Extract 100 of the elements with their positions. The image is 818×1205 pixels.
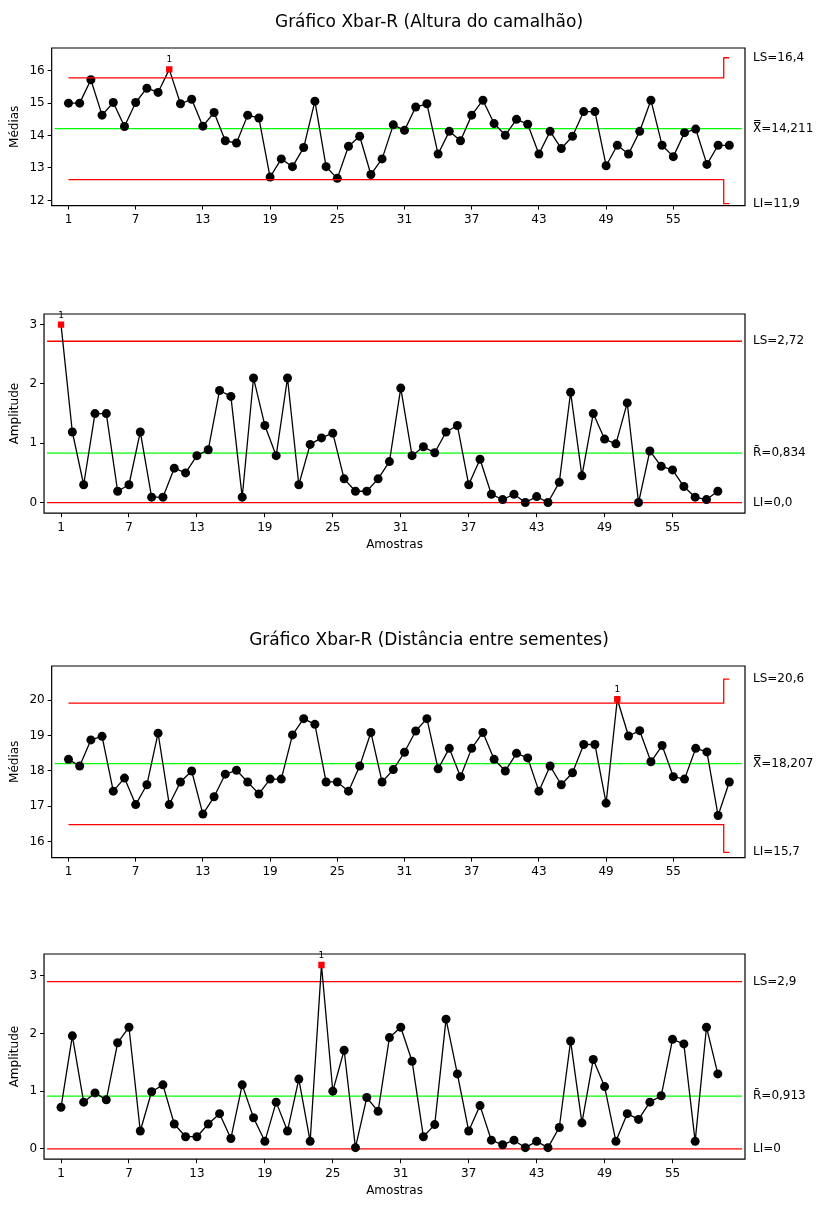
point [433, 764, 443, 774]
point [554, 477, 564, 487]
point [713, 140, 723, 150]
point [679, 1039, 689, 1049]
point [254, 113, 264, 123]
point [276, 154, 286, 164]
point [452, 1069, 462, 1079]
point [486, 489, 496, 499]
y-tick-label: 3 [29, 968, 38, 983]
y-tick-label: 1 [29, 435, 38, 450]
point [373, 1106, 383, 1116]
point [520, 1143, 530, 1153]
point [243, 777, 253, 787]
y-tick-label: 17 [29, 798, 45, 813]
point [203, 445, 213, 455]
annotation: 1 [166, 54, 173, 65]
point [588, 1054, 598, 1064]
point [500, 766, 510, 776]
annotation: 1 [614, 684, 621, 695]
point [209, 792, 219, 802]
point [523, 753, 533, 763]
y-tick-label: 2 [29, 1025, 38, 1040]
point [158, 492, 168, 502]
point [67, 1031, 77, 1041]
point [276, 774, 286, 784]
point [187, 766, 197, 776]
point [467, 743, 477, 753]
point [702, 495, 711, 505]
x-tick-label: 43 [528, 519, 545, 534]
point [203, 1119, 213, 1129]
point [456, 136, 465, 146]
point [645, 446, 655, 456]
point [332, 777, 342, 787]
y-tick-label: 13 [29, 160, 45, 175]
x-tick-label: 31 [396, 863, 413, 878]
x-tick-label: 31 [393, 1165, 409, 1180]
point [310, 96, 320, 106]
point [400, 747, 409, 757]
point [622, 1109, 632, 1119]
point [287, 730, 297, 740]
point [271, 1097, 281, 1107]
point [79, 1097, 89, 1107]
point [702, 159, 712, 169]
point [512, 748, 521, 758]
x-tick-label: 19 [257, 519, 273, 534]
x-tick-label: 43 [528, 1165, 545, 1180]
point [350, 486, 360, 496]
point [142, 780, 152, 790]
point [456, 772, 465, 782]
point [101, 1095, 111, 1105]
point [407, 1056, 417, 1066]
point [478, 95, 488, 105]
point [713, 1069, 723, 1079]
x-tick-label: 13 [189, 1165, 205, 1180]
point [554, 1123, 564, 1132]
x-tick-label: 37 [461, 519, 477, 534]
y-tick-label: 20 [29, 692, 45, 707]
point [119, 773, 129, 783]
point [512, 114, 521, 124]
x-tick-label: 55 [664, 1165, 681, 1180]
y-axis-title: Amplitude [7, 382, 22, 445]
point [656, 1091, 666, 1101]
x-tick-label: 19 [262, 211, 278, 226]
point [142, 83, 152, 93]
point [556, 144, 566, 154]
series-label: LS=16,4 [753, 49, 805, 64]
point [464, 480, 474, 490]
point [656, 461, 666, 471]
point [294, 480, 304, 490]
point [57, 321, 65, 328]
point [634, 498, 644, 508]
point [198, 809, 208, 819]
point [543, 1143, 553, 1153]
point [441, 1014, 451, 1024]
point [175, 99, 185, 109]
point [231, 138, 241, 148]
point [713, 811, 723, 821]
point [198, 121, 208, 131]
point [690, 492, 700, 502]
point [590, 739, 600, 749]
x-tick-label: 1 [57, 1165, 65, 1180]
point [657, 140, 667, 150]
x-tick-label: 1 [57, 519, 65, 534]
point [153, 728, 163, 738]
point [624, 149, 634, 159]
point [328, 1086, 338, 1096]
point [577, 471, 587, 481]
point [478, 727, 488, 737]
y-axis-title: Médias [7, 105, 22, 148]
point [316, 433, 326, 443]
point [418, 442, 428, 452]
point [124, 480, 134, 490]
point [384, 1033, 394, 1043]
x-tick-label: 7 [125, 519, 133, 534]
x-tick-label: 13 [195, 863, 211, 878]
ref-line-label: LI=0 [753, 1140, 781, 1155]
point [646, 757, 656, 767]
point [388, 765, 398, 775]
point [498, 1140, 508, 1150]
point [153, 87, 163, 97]
